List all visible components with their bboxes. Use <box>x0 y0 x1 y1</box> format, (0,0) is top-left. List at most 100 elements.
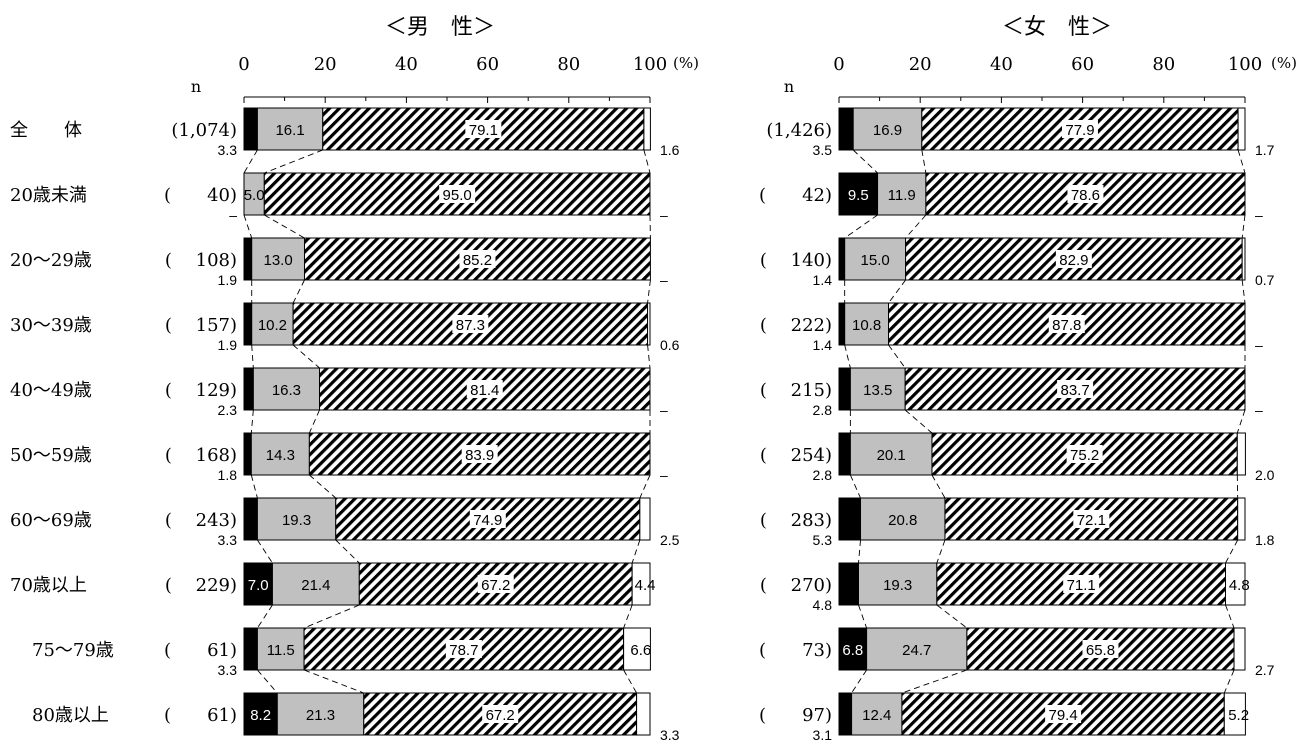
connector-line <box>243 214 253 239</box>
data-label: 4.8 <box>1229 577 1250 594</box>
data-label: 5.0 <box>244 187 265 204</box>
data-label: 1.9 <box>218 337 238 353</box>
data-label: 19.3 <box>883 577 912 594</box>
data-label: 7.0 <box>248 577 269 594</box>
connector-line <box>905 214 927 239</box>
connector-line <box>623 604 633 629</box>
data-label-backdrop <box>1067 185 1104 203</box>
data-label: 79.4 <box>1049 707 1078 724</box>
bar-segment <box>1223 692 1246 736</box>
bar-segment <box>256 107 324 151</box>
data-label: 65.8 <box>1086 642 1115 659</box>
data-label: 81.4 <box>470 382 499 399</box>
connector-line <box>257 604 273 629</box>
n-label: ( 243) <box>165 510 237 531</box>
n-label: ( 140) <box>760 250 832 271</box>
connector-line <box>1236 409 1246 434</box>
data-label: 1.7 <box>1255 142 1275 158</box>
connector-line <box>643 149 651 174</box>
data-label: 78.7 <box>449 642 478 659</box>
connector-line <box>264 149 323 174</box>
data-label: 2.7 <box>1255 662 1275 678</box>
connector-line <box>851 669 867 694</box>
data-label: 2.3 <box>218 402 238 418</box>
bar-segment <box>1237 497 1246 541</box>
category-label: 20歳未満 <box>10 185 87 206</box>
data-label: 5.3 <box>813 532 833 548</box>
data-label: 83.7 <box>1060 382 1089 399</box>
data-label: 2.5 <box>660 532 680 548</box>
data-label: 85.2 <box>463 252 492 269</box>
connector-line <box>647 279 651 304</box>
bar-segment <box>849 367 906 411</box>
bar-segment <box>623 627 651 671</box>
data-label: – <box>1255 207 1263 223</box>
n-label: ( 40) <box>164 185 237 206</box>
data-label-backdrop <box>1061 120 1098 138</box>
data-label-backdrop <box>1045 705 1082 723</box>
x-tick-label: 60 <box>476 54 499 75</box>
bar-segment <box>252 367 321 411</box>
data-label-backdrop <box>1055 250 1092 268</box>
data-label: 4.4 <box>635 577 656 594</box>
bar-segment <box>838 107 854 151</box>
data-label: 95.0 <box>443 187 472 204</box>
data-label: 20.8 <box>888 512 917 529</box>
connector-line <box>303 604 360 629</box>
connector-line <box>292 279 305 304</box>
n-label: ( 168) <box>165 445 237 466</box>
category-label: 40～49歳 <box>10 380 92 401</box>
connector-line <box>921 149 927 174</box>
connector-line <box>858 604 868 629</box>
chart-title: ＜男 性＞ <box>385 14 495 39</box>
bar-segment <box>243 692 278 736</box>
connector-line <box>308 409 320 434</box>
data-label: 1.9 <box>218 272 238 288</box>
data-label: 2.8 <box>813 402 833 418</box>
x-tick-label: 100 <box>633 54 667 75</box>
bar-segment <box>636 692 651 736</box>
bar-segment <box>251 302 294 346</box>
data-label: 82.9 <box>1059 252 1088 269</box>
x-tick-label: 40 <box>395 54 418 75</box>
x-axis-unit: (%) <box>673 54 699 72</box>
bar-segment <box>271 562 360 606</box>
connector-line <box>243 149 258 174</box>
data-label-backdrop <box>1082 640 1119 658</box>
connector-line <box>931 474 946 499</box>
connector-line <box>257 539 273 564</box>
connector-line <box>844 344 851 369</box>
bar-segment <box>838 627 868 671</box>
data-label: 1.4 <box>813 337 833 353</box>
data-label: 6.8 <box>842 642 863 659</box>
x-tick-label: 60 <box>1071 54 1094 75</box>
data-label: 11.9 <box>888 187 916 204</box>
data-label-backdrop <box>1063 575 1100 593</box>
n-label: (1,074) <box>171 120 237 141</box>
connector-line <box>858 539 861 564</box>
data-label: 3.5 <box>813 142 833 158</box>
data-label: 21.3 <box>306 707 335 724</box>
data-label: 67.2 <box>481 577 510 594</box>
connector-line <box>250 409 254 434</box>
connector-line <box>631 539 641 564</box>
connector-line <box>639 474 651 499</box>
data-label: 3.1 <box>813 727 833 740</box>
data-label: 14.3 <box>266 447 295 464</box>
chart-title: ＜女 性＞ <box>1002 14 1112 39</box>
data-label: 5.2 <box>1228 707 1249 724</box>
data-label: 71.1 <box>1067 577 1096 594</box>
category-label: 全 体 <box>10 120 82 141</box>
data-label-backdrop <box>465 120 502 138</box>
data-label: 11.5 <box>267 642 295 659</box>
data-label-backdrop <box>1057 380 1094 398</box>
data-label: 87.3 <box>456 317 485 334</box>
data-label: 77.9 <box>1065 122 1094 139</box>
bar-segment <box>243 237 253 281</box>
data-label-backdrop <box>477 575 514 593</box>
category-label: 20～29歳 <box>10 250 92 271</box>
n-label: ( 73) <box>759 640 832 661</box>
n-label: ( 222) <box>760 315 832 336</box>
data-label-backdrop <box>469 510 506 528</box>
